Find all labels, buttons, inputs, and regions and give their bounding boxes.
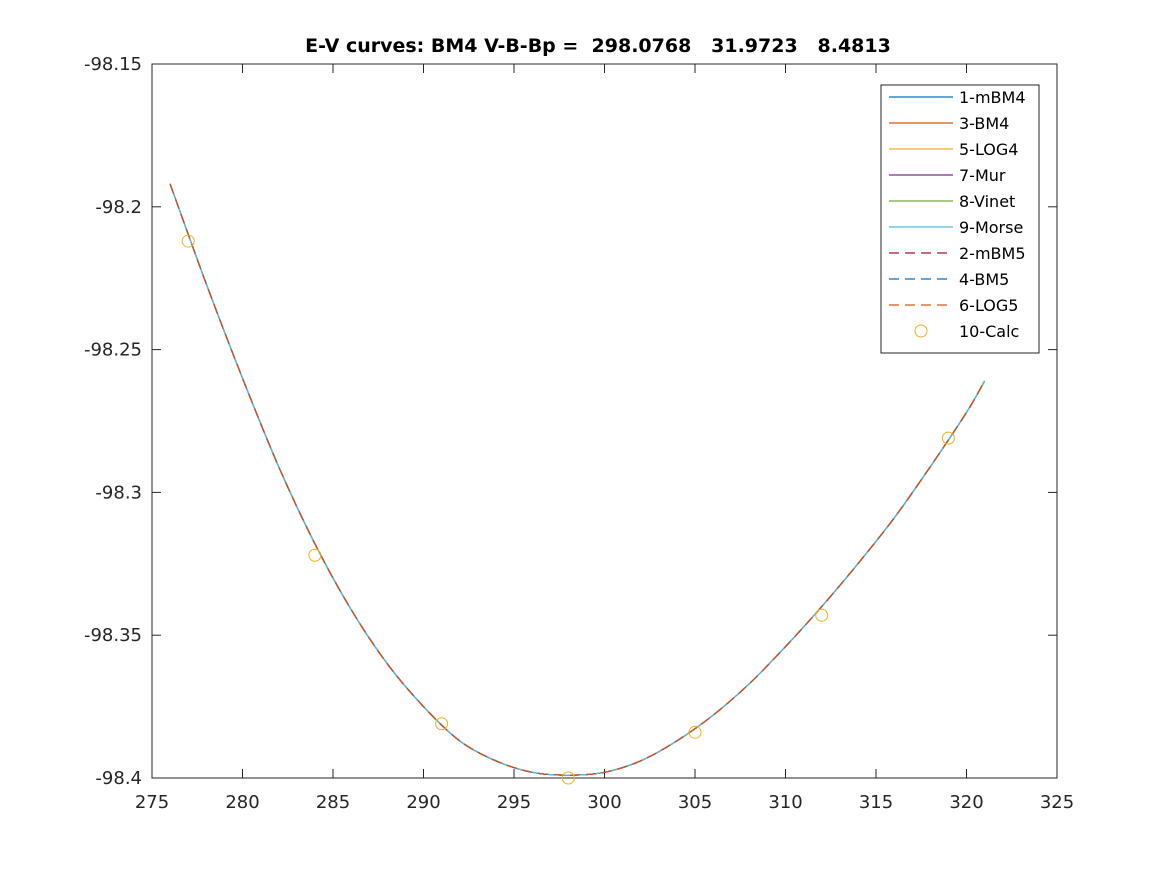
x-tick-label: 280 <box>225 792 259 813</box>
chart-title: E-V curves: BM4 V-B-Bp = 298.0768 31.972… <box>305 35 891 57</box>
y-tick-label: -98.35 <box>84 625 142 646</box>
x-tick-label: 275 <box>135 792 169 813</box>
x-tick-label: 325 <box>1040 792 1074 813</box>
legend-label: 9-Morse <box>959 218 1023 237</box>
legend-label: 5-LOG4 <box>959 140 1018 159</box>
x-tick-label: 315 <box>859 792 893 813</box>
legend-label: 10-Calc <box>959 322 1019 341</box>
y-axis: -98.15 -98.2 -98.25 -98.3 -98.35 -98.4 <box>84 54 1057 789</box>
series-layer <box>169 183 986 776</box>
x-tick-label: 305 <box>678 792 712 813</box>
legend-box <box>880 84 1040 354</box>
x-axis: 275 280 285 290 295 300 305 310 315 320 325 <box>135 64 1074 813</box>
y-tick-label: -98.25 <box>84 340 142 361</box>
legend: 1-mBM4 3-BM4 5-LOG4 7-Mur 8-Vinet 9-Morse 2-mB… <box>880 84 1040 354</box>
x-tick-label: 290 <box>406 792 440 813</box>
y-tick-label: -98.3 <box>95 482 142 503</box>
legend-label: 2-mBM5 <box>959 244 1026 263</box>
series-line-6-log5 <box>169 183 986 776</box>
y-tick-label: -98.2 <box>95 197 142 218</box>
calc-points <box>181 234 955 785</box>
x-tick-label: 320 <box>949 792 983 813</box>
y-tick-label: -98.4 <box>95 768 142 789</box>
calc-point <box>561 771 575 785</box>
calc-point <box>308 548 322 562</box>
legend-label: 6-LOG5 <box>959 296 1018 315</box>
legend-marker <box>914 324 928 338</box>
x-tick-label: 310 <box>768 792 802 813</box>
x-tick-label: 285 <box>316 792 350 813</box>
calc-point <box>941 431 955 445</box>
legend-label: 3-BM4 <box>959 114 1009 133</box>
legend-label: 1-mBM4 <box>959 88 1026 107</box>
calc-point <box>435 717 449 731</box>
x-tick-label: 300 <box>587 792 621 813</box>
legend-label: 4-BM5 <box>959 270 1009 289</box>
y-tick-label: -98.15 <box>84 54 142 75</box>
calc-point <box>181 234 195 248</box>
calc-point <box>815 608 829 622</box>
legend-label: 7-Mur <box>959 166 1006 185</box>
x-tick-label: 295 <box>497 792 531 813</box>
legend-label: 8-Vinet <box>959 192 1015 211</box>
calc-point <box>688 725 702 739</box>
